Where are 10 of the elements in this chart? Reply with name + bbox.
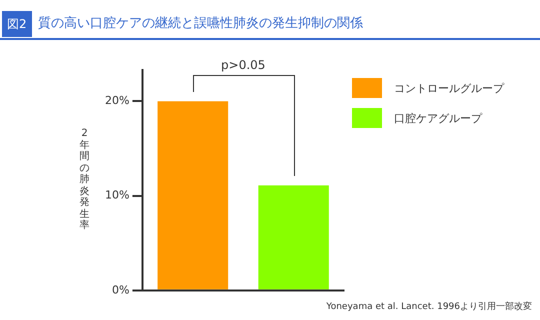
y-tick-label: 0% [112,283,130,296]
legend-label: コントロールグループ [394,80,504,96]
text: 2年間の肺炎発生率 [80,128,90,231]
text: Yoneyama et al. Lancet. 1996より引用一部改変 [326,300,532,313]
y-tick-label: 20% [104,94,130,108]
y-tick-label: 10% [104,188,130,202]
chart-title: 質の高い口腔ケアの継続と誤嚥性肺炎の発生抑制の関係 [38,15,363,32]
annotation: p>0.05 [221,58,266,72]
legend-label: 口腔ケアグループ [394,110,482,126]
caption: 図2 [2,11,32,37]
